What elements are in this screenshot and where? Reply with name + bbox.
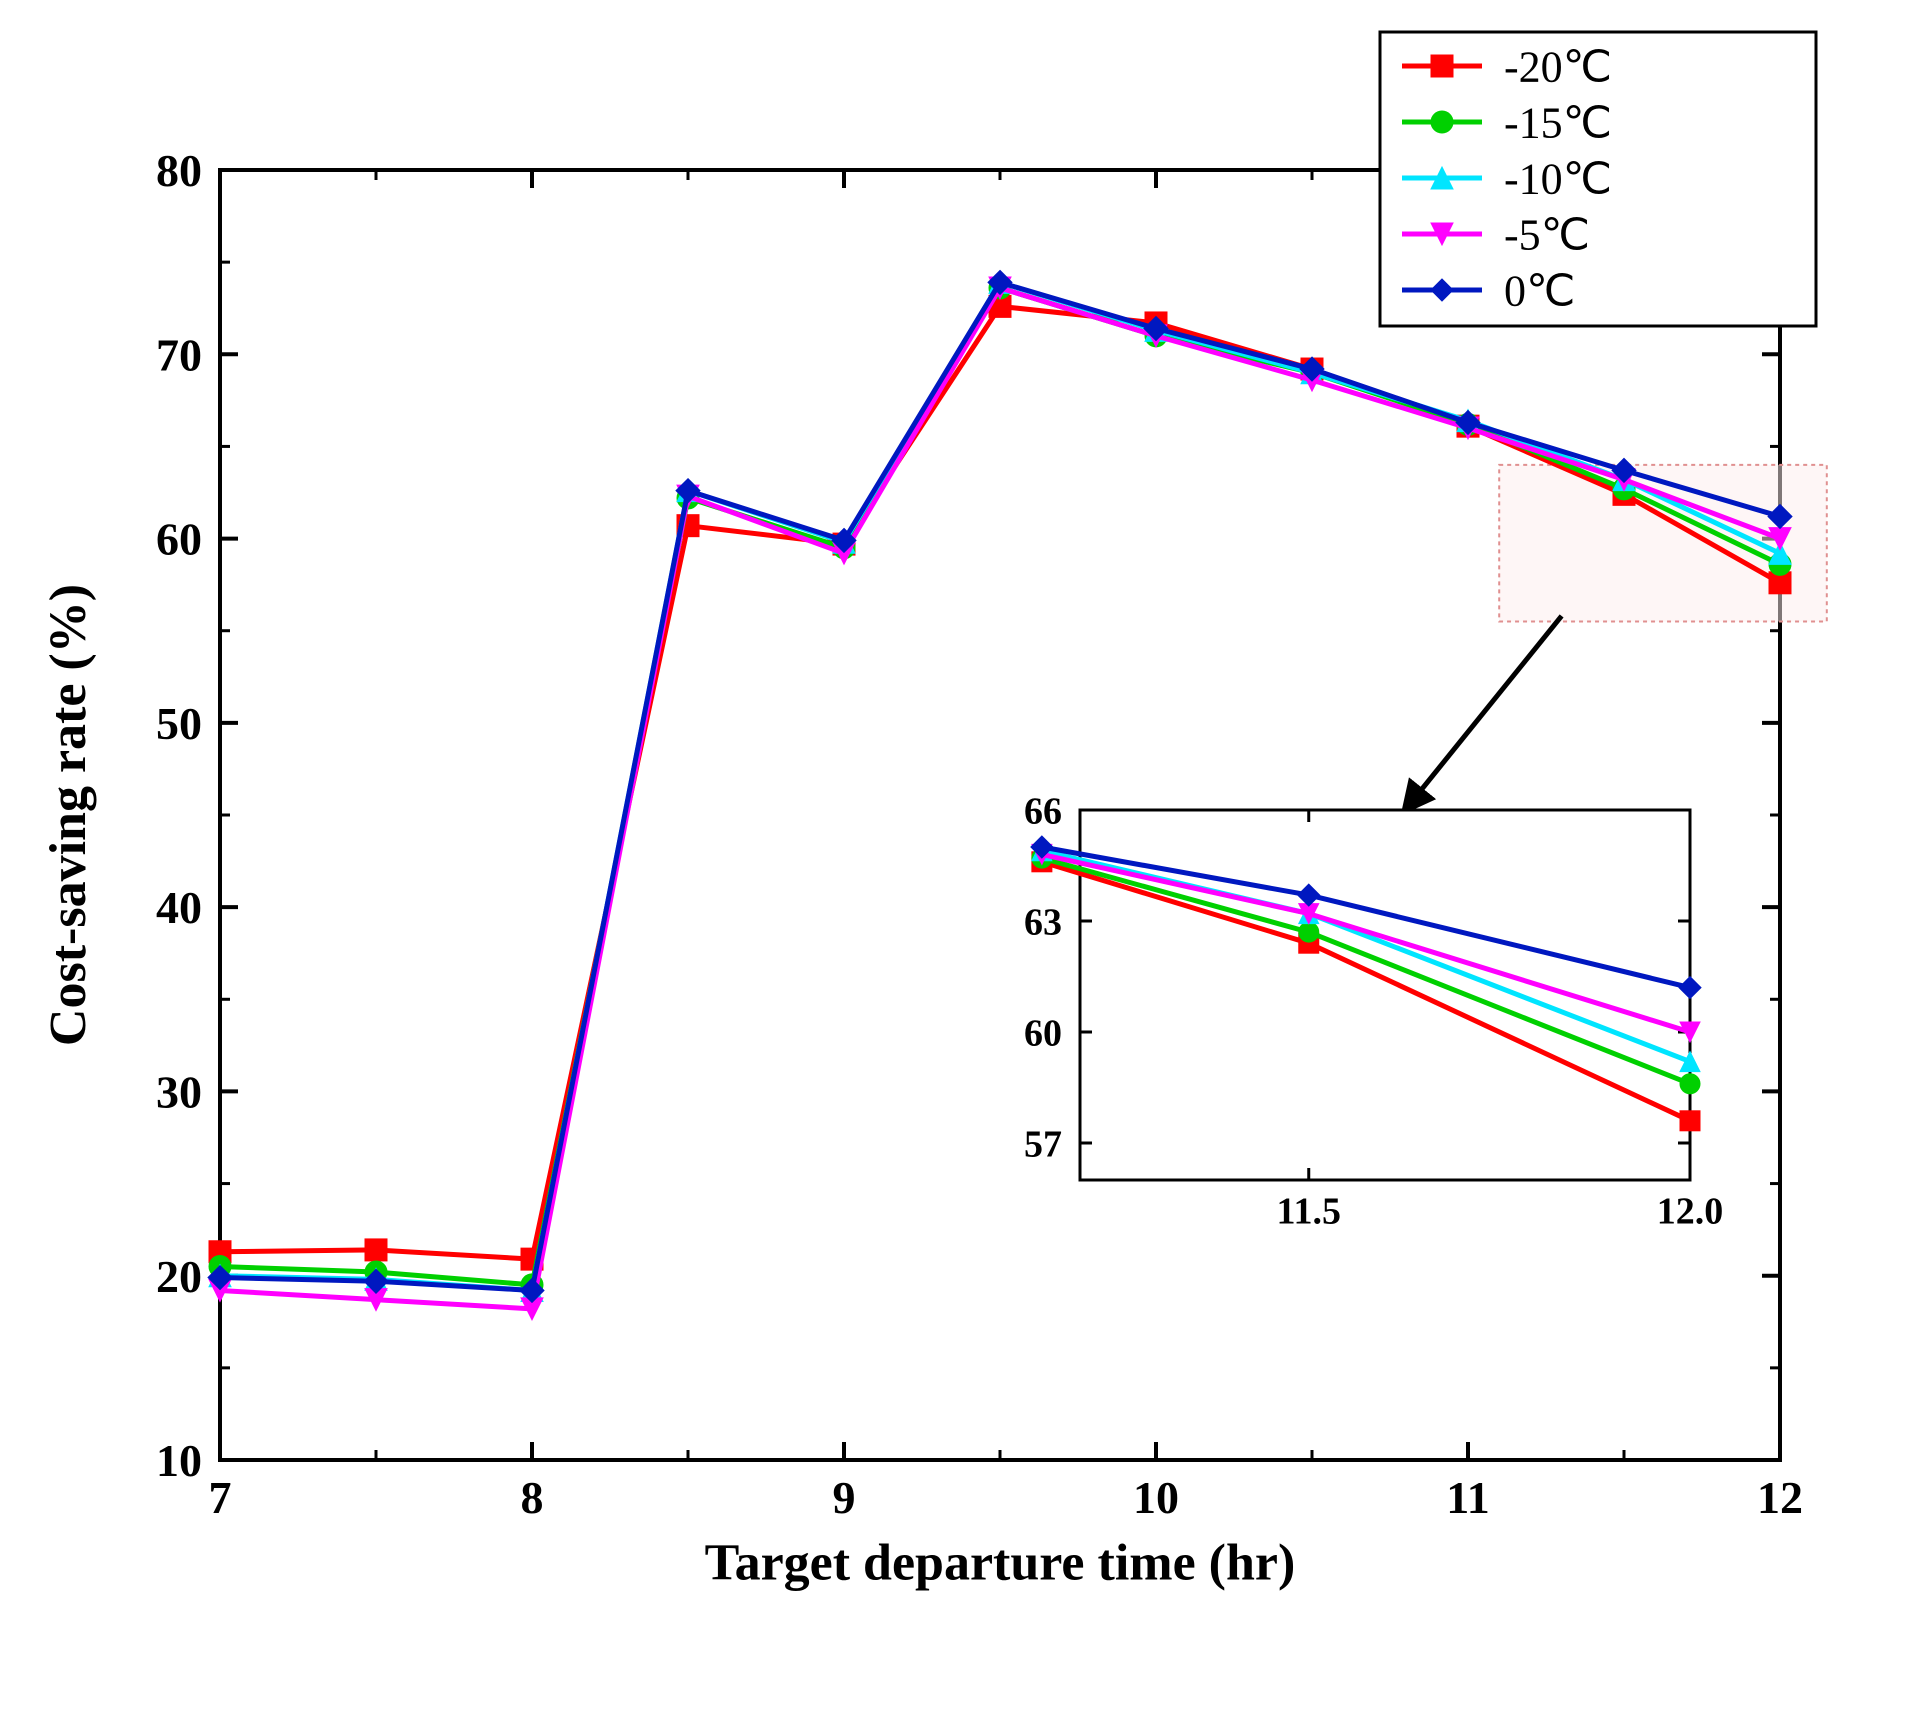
legend-item-label: 0℃ (1504, 266, 1575, 315)
legend-marker-icon (1431, 111, 1453, 133)
x-tick-label: 12.0 (1657, 1191, 1724, 1233)
y-tick-label: 60 (156, 514, 202, 565)
y-tick-label: 80 (156, 145, 202, 196)
x-tick-label: 7 (209, 1472, 232, 1523)
series-marker (1299, 922, 1319, 942)
legend-marker-icon (1431, 55, 1453, 77)
series-marker (1680, 1111, 1700, 1131)
y-tick-label: 70 (156, 329, 202, 380)
y-tick-label: 57 (1024, 1123, 1062, 1165)
x-tick-label: 11.5 (1277, 1191, 1341, 1233)
chart-container: 7 8 9 10 11 12 10 20 30 40 50 60 70 80 Target departur… (0, 0, 1906, 1720)
x-tick-label: 10 (1133, 1472, 1179, 1523)
legend-item-label: -10℃ (1504, 154, 1612, 203)
x-tick-label: 12 (1757, 1472, 1803, 1523)
y-tick-label: 40 (156, 882, 202, 933)
y-tick-label: 30 (156, 1067, 202, 1118)
x-tick-label: 8 (521, 1472, 544, 1523)
y-axis-label: Cost-saving rate (%) (40, 584, 97, 1046)
y-tick-label: 60 (1024, 1012, 1062, 1054)
y-tick-label: 20 (156, 1251, 202, 1302)
series-marker (1680, 1074, 1700, 1094)
y-tick-label: 50 (156, 698, 202, 749)
legend: -20℃ -15℃ -10℃ -5℃ 0℃ (1380, 32, 1816, 326)
x-tick-label: 11 (1446, 1472, 1489, 1523)
x-tick-label: 9 (833, 1472, 856, 1523)
legend-item-label: -5℃ (1504, 210, 1590, 259)
y-tick-label: 63 (1024, 901, 1062, 943)
y-tick-label: 10 (156, 1435, 202, 1486)
x-axis-label: Target departure time (hr) (705, 1535, 1296, 1592)
y-tick-label: 66 (1024, 790, 1062, 832)
legend-item-label: -20℃ (1504, 42, 1612, 91)
legend-item-label: -15℃ (1504, 98, 1612, 147)
series-marker (365, 1239, 387, 1261)
chart-svg: 7 8 9 10 11 12 10 20 30 40 50 60 70 80 Target departur… (0, 0, 1906, 1720)
